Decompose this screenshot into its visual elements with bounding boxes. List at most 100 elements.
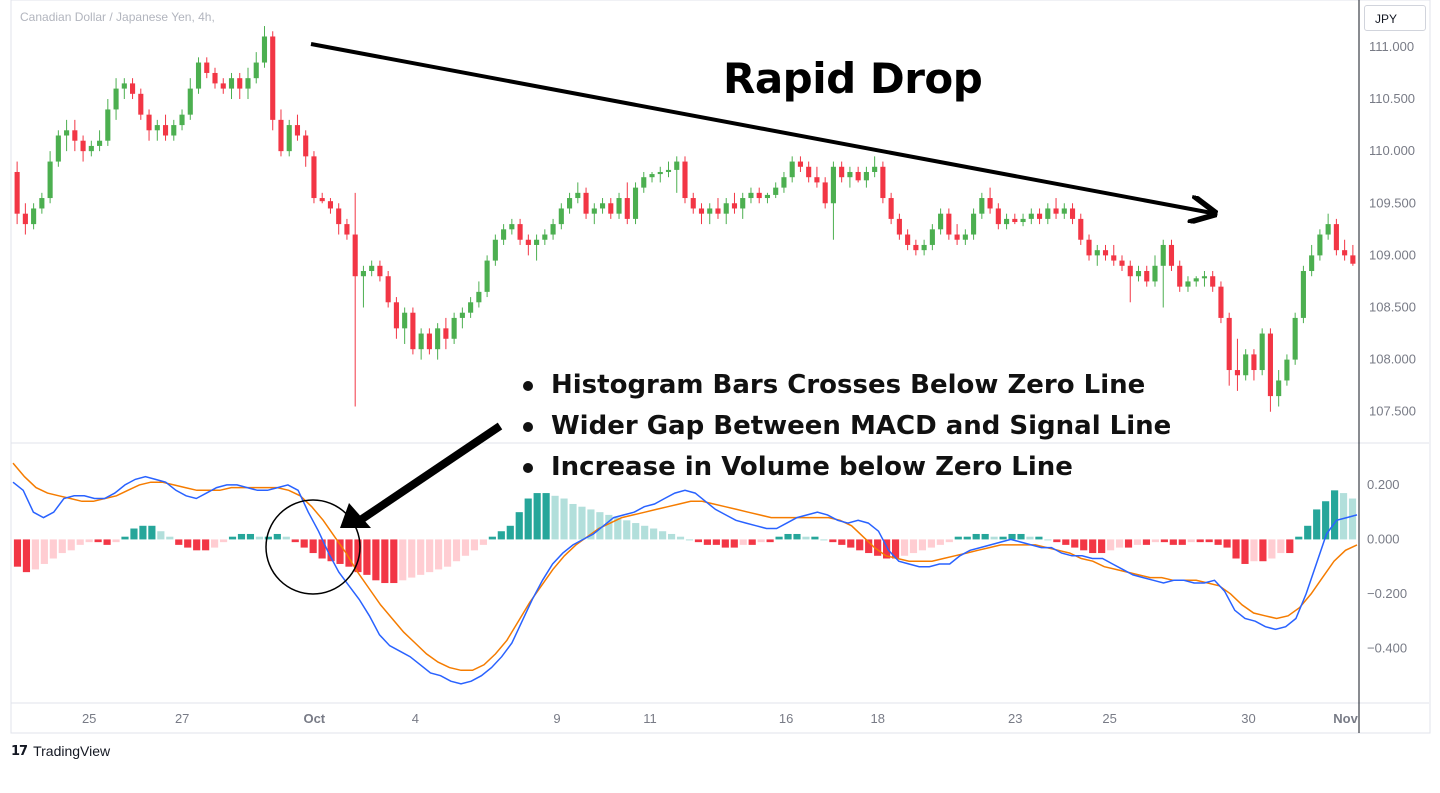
- candle-body: [1045, 208, 1051, 219]
- tradingview-logo[interactable]: 17 TradingView: [11, 743, 110, 759]
- histogram-bar: [972, 533, 980, 540]
- candle: [781, 171, 787, 193]
- histogram-bar: [336, 539, 344, 564]
- candle-body: [1004, 218, 1010, 225]
- histogram-bar: [1348, 498, 1357, 540]
- candle: [1061, 203, 1067, 219]
- histogram-bar: [981, 533, 989, 540]
- time-tick-label: 23: [1008, 711, 1022, 726]
- candle-body: [1185, 281, 1191, 287]
- candle: [756, 187, 762, 204]
- candle-body: [542, 234, 548, 240]
- candle: [624, 182, 630, 225]
- candle-body: [237, 78, 243, 89]
- histogram-bar: [739, 539, 747, 545]
- candle: [558, 203, 564, 230]
- histogram-bar: [58, 539, 66, 554]
- histogram-bar: [85, 539, 93, 543]
- histogram-bar: [246, 533, 255, 540]
- candle: [1284, 354, 1290, 386]
- candle: [1144, 265, 1150, 287]
- histogram-bar: [506, 525, 514, 540]
- time-tick-label: Oct: [303, 711, 325, 726]
- macd-line: [12, 475, 1358, 685]
- candle: [888, 192, 894, 225]
- histogram-bar: [184, 539, 192, 548]
- histogram-bar: [847, 539, 855, 548]
- candle: [64, 119, 70, 152]
- candle: [484, 255, 490, 298]
- currency-selector[interactable]: JPY: [1364, 5, 1426, 31]
- candle: [863, 166, 869, 188]
- histogram-bar: [461, 539, 470, 556]
- candle: [47, 151, 53, 204]
- candle: [575, 182, 581, 204]
- candle-body: [468, 302, 474, 313]
- candle: [748, 187, 754, 204]
- candle-body: [1036, 213, 1043, 219]
- candle: [443, 317, 449, 350]
- candle-body: [756, 192, 762, 199]
- candle: [855, 166, 861, 183]
- candle-body: [1028, 213, 1034, 219]
- candle: [674, 156, 680, 193]
- bullet-dot: [523, 463, 533, 473]
- candle: [938, 208, 944, 235]
- time-tick-label: 25: [82, 711, 96, 726]
- candle: [822, 177, 828, 209]
- candle: [707, 203, 713, 225]
- candle: [954, 224, 960, 245]
- histogram-bar: [542, 493, 550, 540]
- candle-body: [1292, 317, 1298, 360]
- candle: [253, 52, 259, 84]
- price-axis: 111.000 110.500 110.000 109.500 109.000 108.5…: [1369, 39, 1416, 419]
- candle: [80, 135, 86, 162]
- candle: [220, 78, 226, 94]
- histogram-bar: [318, 539, 326, 559]
- candle-body: [1160, 244, 1166, 266]
- candle-body: [839, 166, 845, 178]
- candle-body: [558, 208, 564, 225]
- histogram-bar: [891, 539, 900, 559]
- candle-body: [905, 234, 911, 245]
- candle-body: [962, 234, 968, 240]
- candle-body: [121, 83, 127, 89]
- candle-body: [1251, 354, 1257, 371]
- candle-body: [690, 198, 696, 209]
- candle: [632, 182, 639, 225]
- histogram-bar: [802, 536, 810, 540]
- histogram-bar: [945, 539, 953, 543]
- histogram-bar: [363, 539, 371, 575]
- candle-body: [369, 265, 375, 272]
- candle-body: [525, 239, 531, 245]
- histogram-bar: [614, 517, 622, 540]
- candle: [1111, 244, 1117, 266]
- candle-body: [534, 239, 540, 245]
- candle-body: [872, 166, 878, 172]
- candle-body: [1243, 354, 1249, 376]
- candle-body: [608, 203, 614, 214]
- candle-body: [863, 171, 869, 181]
- time-tick-label: Nov: [1333, 711, 1358, 726]
- candle: [987, 187, 993, 214]
- candle-body: [245, 78, 251, 89]
- candle: [1350, 244, 1356, 266]
- candle: [715, 198, 721, 219]
- histogram-bar: [443, 539, 452, 567]
- candle-body: [80, 140, 86, 152]
- candle-body: [253, 62, 259, 79]
- candle: [773, 182, 779, 199]
- candle-body: [476, 291, 482, 303]
- histogram-bar: [927, 539, 935, 548]
- price-tick-label: 111.000: [1369, 39, 1414, 54]
- histogram-bar: [1115, 539, 1124, 548]
- candle: [377, 260, 383, 282]
- histogram-bar: [417, 539, 425, 575]
- candle: [1012, 213, 1018, 225]
- candle-body: [921, 244, 927, 251]
- candle-body: [517, 224, 523, 240]
- histogram-bar: [641, 525, 649, 540]
- macd-axis: 0.200 0.000 −0.200 −0.400: [1367, 477, 1407, 656]
